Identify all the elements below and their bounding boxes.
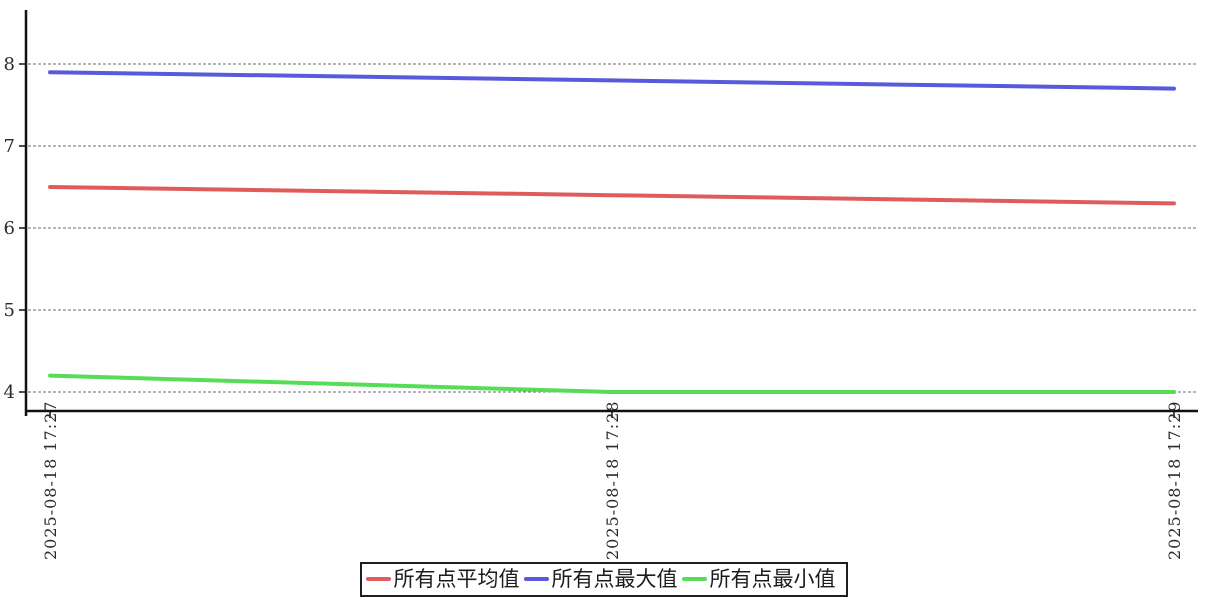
series-line-0 [48, 185, 1176, 206]
legend-label: 所有点平均值 [393, 566, 520, 591]
y-tick-label: 5 [4, 300, 15, 321]
x-tick-label: 2025-08-18 17:28 [603, 401, 622, 560]
legend-label: 所有点最小值 [709, 566, 836, 591]
y-tick-label: 7 [4, 136, 15, 157]
x-tick-label: 2025-08-18 17:27 [41, 401, 60, 560]
y-tick-label: 8 [4, 54, 15, 75]
legend-dash-icon [523, 577, 549, 582]
line-chart: 4 5 6 7 8 2025-08-18 17:27 2025-08-18 17:28 202… [4, 10, 1198, 560]
legend-item-2: 所有点最小值 [681, 566, 836, 592]
series-line-2 [48, 373, 1176, 394]
legend-dash-icon [365, 577, 391, 582]
x-tick-label: 2025-08-18 17:29 [1165, 401, 1184, 560]
y-tick-label: 4 [4, 382, 15, 403]
series-line-1 [48, 70, 1176, 91]
chart-legend: 所有点平均值 所有点最大值 所有点最小值 [359, 561, 848, 597]
legend-item-1: 所有点最大值 [523, 566, 678, 592]
y-tick-label: 6 [4, 218, 15, 239]
legend-dash-icon [681, 577, 707, 582]
legend-label: 所有点最大值 [551, 566, 678, 591]
legend-item-0: 所有点平均值 [365, 566, 520, 592]
